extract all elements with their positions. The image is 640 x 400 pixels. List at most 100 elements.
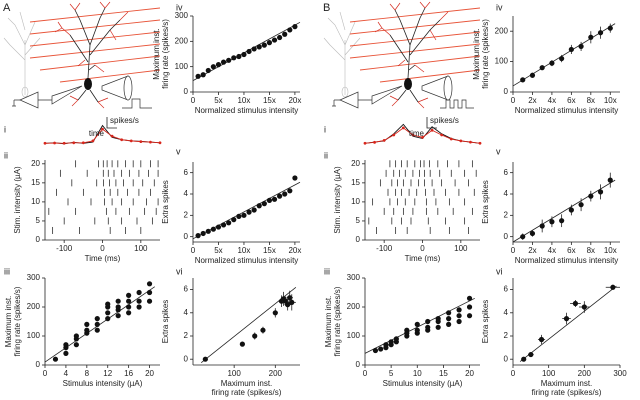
point bbox=[272, 310, 278, 316]
panel-label: v bbox=[176, 146, 181, 156]
trace-marker bbox=[158, 141, 162, 145]
point bbox=[73, 342, 79, 348]
y-tick-label: 0 bbox=[356, 360, 361, 369]
point bbox=[205, 67, 211, 74]
point bbox=[588, 34, 594, 40]
point bbox=[202, 356, 208, 362]
trace-marker bbox=[139, 140, 143, 144]
x-tick-label: 10x bbox=[237, 246, 250, 255]
y-tick-label: 200 bbox=[347, 302, 361, 311]
x-axis-label: Time (ms) bbox=[85, 254, 121, 263]
point bbox=[456, 318, 462, 325]
x-tick-label: 2x bbox=[528, 246, 536, 255]
y-tick-label: 0 bbox=[184, 232, 189, 241]
point bbox=[425, 324, 431, 330]
y-tick-label: 6 bbox=[504, 168, 509, 177]
y-tick-label: 100 bbox=[495, 57, 509, 66]
trace-marker bbox=[430, 128, 434, 132]
x-axis-label: Maximum inst. bbox=[541, 379, 593, 388]
y-tick-label: 200 bbox=[27, 302, 41, 311]
panel-label: vi bbox=[496, 266, 503, 276]
trace-marker bbox=[421, 135, 424, 139]
point bbox=[105, 301, 111, 307]
schematic bbox=[3, 1, 160, 109]
y-tick-label: 2 bbox=[504, 331, 509, 340]
trace-marker bbox=[91, 139, 95, 143]
y-axis-label: Extra spikes bbox=[481, 180, 490, 224]
point bbox=[73, 333, 79, 339]
stimulus-waveform bbox=[122, 98, 152, 109]
point bbox=[277, 193, 283, 199]
point bbox=[195, 233, 201, 239]
section-label: B bbox=[323, 2, 330, 14]
panel-label: v bbox=[496, 146, 501, 156]
stimulus-waveform bbox=[440, 99, 474, 109]
trace-marker bbox=[382, 139, 386, 142]
point bbox=[404, 327, 410, 333]
panel-label: iv bbox=[176, 2, 183, 12]
y-tick-label: 2 bbox=[184, 331, 189, 340]
point bbox=[239, 341, 245, 347]
x-axis-label: Stimulus intensity (µA) bbox=[63, 379, 143, 388]
x-axis-label: Stimulus intensity (µA) bbox=[383, 379, 463, 388]
x-tick-label: 20 bbox=[145, 369, 154, 378]
point bbox=[136, 304, 142, 310]
x-tick-label: 10x bbox=[604, 246, 617, 255]
y-tick-label: 15 bbox=[31, 178, 40, 187]
x-tick-label: 0 bbox=[100, 244, 105, 253]
y-tick-label: 100 bbox=[27, 331, 41, 340]
y-axis-label: Stim. intensity (µA) bbox=[13, 166, 22, 234]
trace-marker bbox=[478, 141, 482, 145]
x-tick-label: 10x bbox=[237, 96, 250, 105]
point bbox=[251, 207, 257, 213]
x-tick-label: 15x bbox=[263, 96, 276, 105]
point bbox=[520, 77, 526, 83]
point bbox=[215, 62, 222, 68]
point bbox=[231, 55, 237, 61]
y-axis-label: Maximum inst. bbox=[4, 296, 13, 348]
point bbox=[210, 226, 216, 232]
trace-marker bbox=[53, 141, 56, 145]
x-tick-label: 12 bbox=[103, 369, 112, 378]
y-tick-label: 5 bbox=[36, 216, 41, 225]
point bbox=[378, 346, 384, 352]
point bbox=[251, 46, 257, 52]
point bbox=[282, 31, 288, 37]
y-tick-label: 6 bbox=[184, 285, 189, 294]
y-tick-label: 4 bbox=[184, 189, 189, 198]
point bbox=[538, 336, 545, 343]
x-tick-label: 2x bbox=[528, 96, 536, 105]
trace-marker bbox=[459, 139, 463, 143]
y-axis-label: Maximum inst. bbox=[324, 296, 333, 348]
y-axis-label: firing rate (spikes/s) bbox=[13, 286, 22, 356]
point bbox=[200, 230, 206, 237]
point bbox=[289, 299, 295, 305]
point bbox=[84, 321, 90, 327]
point bbox=[220, 222, 227, 228]
point bbox=[52, 356, 59, 362]
x-tick-label: 300 bbox=[613, 369, 627, 378]
point bbox=[446, 310, 452, 316]
x-tick-label: 0 bbox=[191, 96, 196, 105]
schematic bbox=[323, 1, 480, 109]
point bbox=[205, 228, 211, 234]
point bbox=[226, 220, 232, 226]
point bbox=[597, 30, 604, 36]
point bbox=[588, 193, 594, 199]
y-tick-label: 20 bbox=[31, 159, 40, 168]
point bbox=[115, 304, 121, 310]
y-tick-label: 200 bbox=[175, 36, 189, 45]
x-tick-label: 6x bbox=[567, 96, 575, 105]
y-tick-label: 0 bbox=[184, 87, 189, 96]
x-tick-label: 0 bbox=[191, 246, 196, 255]
point bbox=[435, 316, 441, 322]
fit-line bbox=[519, 285, 617, 362]
x-tick-label: 200 bbox=[269, 369, 283, 378]
point bbox=[466, 295, 473, 301]
trace-marker bbox=[101, 127, 104, 131]
point bbox=[136, 289, 142, 296]
x-tick-label: 8 bbox=[85, 369, 90, 378]
x-axis-label: Normalized stimulus intensity bbox=[195, 106, 299, 115]
y-tick-label: 6 bbox=[184, 168, 189, 177]
trace-marker bbox=[373, 140, 376, 144]
